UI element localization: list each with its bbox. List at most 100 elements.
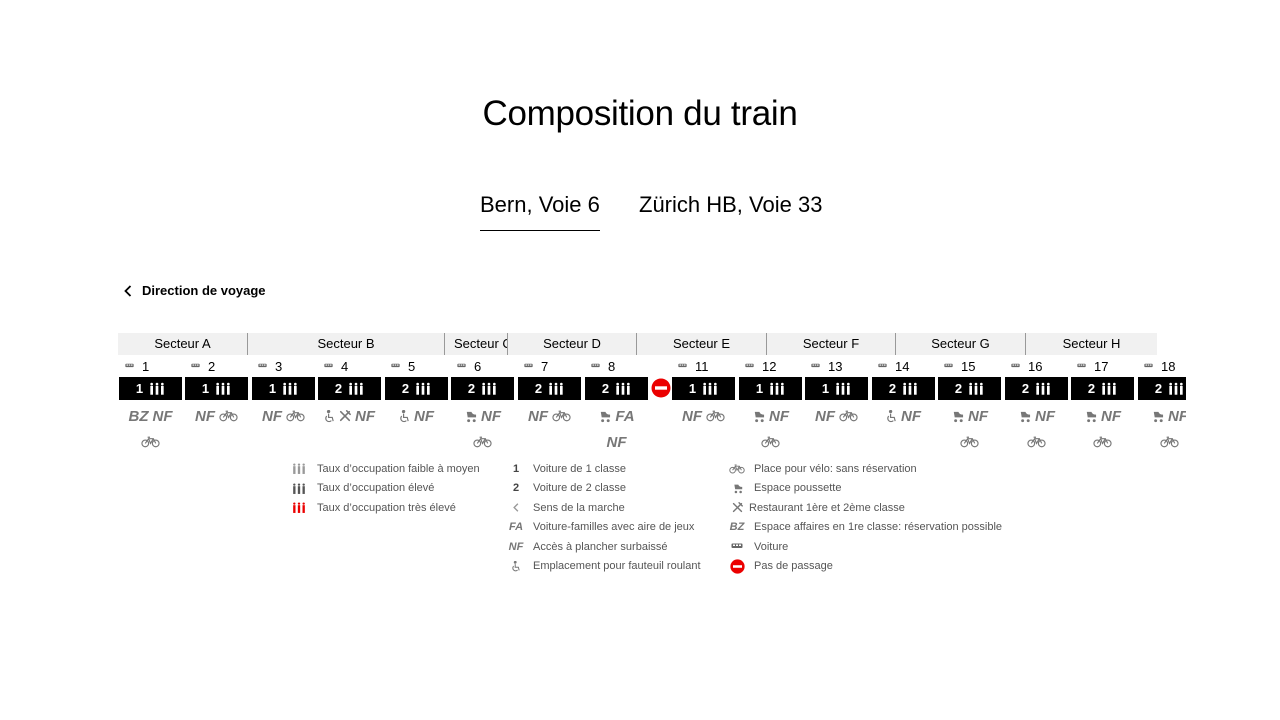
coach-number: 7 — [541, 358, 549, 374]
wheelchair-icon — [324, 410, 335, 423]
legend-item: Sens de la marche — [509, 498, 701, 518]
legend-item: Place pour vélo: sans réservation — [729, 459, 1002, 479]
coach-badge: NF — [355, 407, 375, 425]
coach-features-extra — [1071, 430, 1134, 454]
tab[interactable]: Zürich HB, Voie 33 — [639, 192, 823, 217]
coach-features-extra: NF — [585, 430, 648, 454]
coach[interactable]: 8 2 FA NF — [585, 356, 648, 454]
stroller-icon — [464, 410, 477, 423]
coach-badge: NF — [152, 407, 173, 425]
legend-item: 2 Voiture de 2 classe — [509, 479, 701, 499]
coach-body: 2 — [872, 377, 935, 400]
coach[interactable]: 15 2 NF — [938, 356, 1001, 454]
coach[interactable]: 13 1 NF — [805, 356, 868, 454]
coach-features-extra — [185, 430, 248, 454]
coach-badge: NF — [1168, 407, 1186, 425]
wheelchair-icon — [399, 410, 410, 423]
no-passage — [651, 378, 671, 403]
coach[interactable]: 6 2 NF — [451, 356, 514, 454]
sector: Secteur H — [1025, 333, 1157, 355]
coach-number-row: 16 — [1005, 356, 1068, 376]
coach[interactable]: 2 1 NF — [185, 356, 248, 454]
coach-icon — [125, 363, 134, 369]
coach[interactable]: 14 2 NF — [872, 356, 935, 454]
coach-features: NF — [1071, 404, 1134, 428]
bike-icon — [839, 410, 858, 422]
coach[interactable]: 1 1 BZ NF — [119, 356, 182, 454]
stroller-icon — [951, 410, 964, 423]
legend-item: Taux d’occupation très élevé — [292, 498, 480, 518]
coach[interactable]: 4 2 NF — [318, 356, 381, 454]
legend-text: Sens de la marche — [533, 501, 625, 514]
stroller-icon — [732, 483, 743, 494]
coach[interactable]: 16 2 NF — [1005, 356, 1068, 454]
coach-features: NF — [451, 404, 514, 428]
coach-badge: NF — [769, 407, 789, 425]
coach-body: 2 — [1005, 377, 1068, 400]
coach-features-extra — [805, 430, 868, 454]
legend-symbol — [509, 561, 523, 572]
coach-icon — [591, 363, 600, 369]
tab-active[interactable]: Bern, Voie 6 — [480, 192, 600, 231]
coach[interactable]: 11 1 NF — [672, 356, 735, 454]
coach-badge: NF — [901, 407, 921, 425]
coach-features: NF — [1005, 404, 1068, 428]
coach-features-extra — [1138, 430, 1186, 454]
coach-features-extra — [252, 430, 315, 454]
coach-icon — [678, 363, 687, 369]
legend-text: Voiture — [754, 540, 789, 553]
coach-icon — [457, 363, 466, 369]
coach-body: 1 — [739, 377, 802, 400]
coach-features-extra — [872, 430, 935, 454]
coach-badge: NF — [414, 407, 434, 425]
coach[interactable]: 7 2 NF — [518, 356, 581, 454]
coach-number: 15 — [961, 358, 976, 374]
legend-symbol — [509, 503, 523, 512]
stroller-icon — [752, 410, 765, 423]
legend-item: Taux d’occupation élevé — [292, 479, 480, 499]
legend-item: Pas de passage — [729, 557, 1002, 577]
coach-features: NF — [938, 404, 1001, 428]
legend-services: Place pour vélo: sans réservation Espace… — [729, 459, 1002, 576]
occupancy-icon — [481, 382, 497, 395]
coach-features: BZ NF — [119, 404, 182, 428]
legend-text: Emplacement pour fauteuil roulant — [533, 560, 701, 573]
coach-features-extra — [119, 430, 182, 454]
legend-item: Restaurant 1ère et 2ème classe — [729, 498, 1002, 518]
legend-symbol: BZ — [729, 521, 745, 534]
coach-icon — [878, 363, 887, 369]
restaurant-icon — [339, 410, 351, 422]
coach-number-row: 5 — [385, 356, 448, 376]
coach-features: NF — [672, 404, 735, 428]
coach-number: 4 — [341, 358, 349, 374]
legend-text: Taux d’occupation élevé — [317, 482, 435, 495]
coach-number-row: 4 — [318, 356, 381, 376]
coach[interactable]: 12 1 NF — [739, 356, 802, 454]
chevron-icon — [124, 285, 132, 297]
occupancy-icon — [1101, 382, 1117, 395]
occupancy-icon — [292, 483, 306, 494]
coach[interactable]: 17 2 NF — [1071, 356, 1134, 454]
coach-badge: NF — [682, 407, 702, 425]
sector: Secteur C — [444, 333, 507, 355]
coach-features: NF — [185, 404, 248, 428]
occupancy-icon — [282, 382, 298, 395]
legend-text: Pas de passage — [754, 560, 833, 573]
coach-badge: NF — [1035, 407, 1055, 425]
coach-class: 1 — [688, 381, 697, 396]
coach-class: 2 — [1021, 381, 1030, 396]
coach-number: 13 — [828, 358, 843, 374]
coach[interactable]: 3 1 NF — [252, 356, 315, 454]
coach-body: 1 — [252, 377, 315, 400]
bike-icon — [286, 410, 305, 422]
legend-item: Emplacement pour fauteuil roulant — [509, 557, 701, 577]
chevron-icon — [513, 503, 519, 512]
legend-item: 1 Voiture de 1 classe — [509, 459, 701, 479]
coach-number: 1 — [142, 358, 150, 374]
coach-icon — [731, 543, 743, 550]
direction-toggle[interactable]: Direction de voyage — [124, 283, 266, 298]
coach[interactable]: 18 2 NF — [1138, 356, 1186, 454]
coach[interactable]: 5 2 NF — [385, 356, 448, 454]
occupancy-icon — [968, 382, 984, 395]
legend-symbol — [729, 543, 745, 550]
